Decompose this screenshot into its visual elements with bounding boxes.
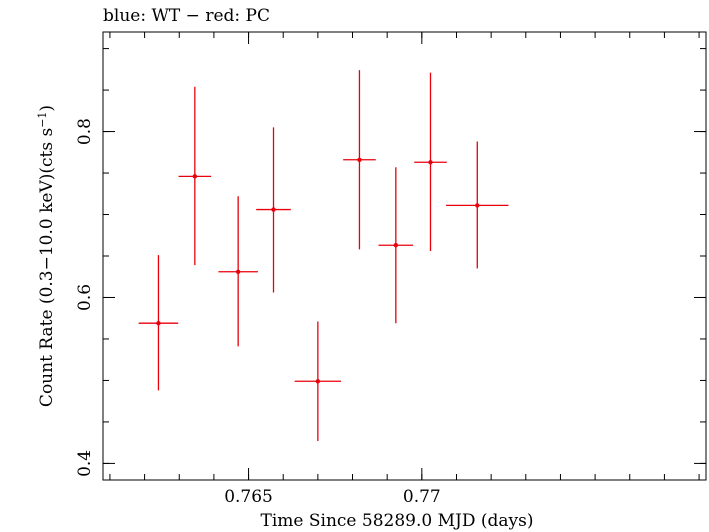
- data-point: [378, 167, 414, 324]
- point-marker: [357, 157, 362, 162]
- y-axis-label-end: ): [37, 105, 57, 112]
- data-point: [178, 86, 212, 266]
- point-marker: [156, 321, 161, 326]
- point-marker: [271, 207, 276, 212]
- point-marker: [192, 174, 198, 179]
- data-point: [218, 196, 258, 347]
- axis-ticks: [103, 32, 706, 480]
- data-point: [343, 70, 376, 250]
- y-tick-label: 0.6: [75, 284, 95, 311]
- data-points: [138, 70, 509, 442]
- x-tick-label: 0.765: [224, 487, 273, 507]
- data-point: [294, 321, 342, 442]
- point-marker: [475, 203, 480, 208]
- plot-frame: [102, 31, 707, 481]
- data-point: [414, 72, 447, 252]
- y-axis-label: Count Rate (0.3−10.0 keV)(cts s−1): [36, 105, 57, 407]
- y-tick-label: 0.4: [75, 450, 95, 477]
- x-axis-label: Time Since 58289.0 MJD (days): [261, 511, 534, 531]
- x-tick-label: 0.77: [403, 487, 441, 507]
- y-axis-label-superscript: −1: [36, 112, 49, 128]
- y-tick-label: 0.8: [75, 118, 95, 145]
- data-point: [138, 255, 179, 391]
- point-marker: [315, 379, 321, 384]
- y-axis-label-main: Count Rate (0.3−10.0 keV)(cts s: [37, 128, 57, 407]
- tick-labels: 0.765 0.77 0.4 0.6 0.8: [75, 118, 441, 507]
- data-point: [256, 127, 291, 293]
- data-point: [446, 141, 509, 269]
- point-marker: [393, 243, 399, 248]
- point-marker: [428, 160, 433, 165]
- chart-title: blue: WT − red: PC: [103, 6, 270, 26]
- point-marker: [235, 269, 241, 274]
